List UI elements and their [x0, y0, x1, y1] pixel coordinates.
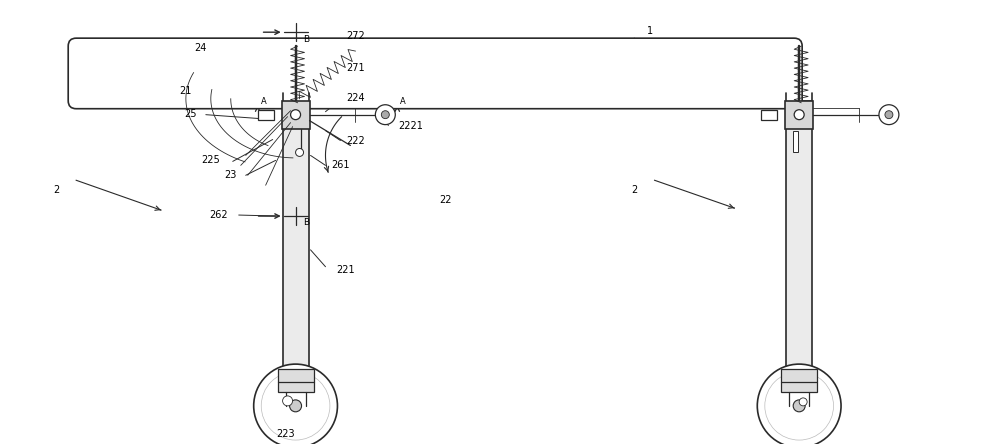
Bar	[282, 101, 310, 129]
Circle shape	[296, 149, 304, 156]
Circle shape	[765, 372, 834, 440]
Text: 261: 261	[331, 160, 350, 170]
Text: 2: 2	[632, 185, 638, 195]
Text: A: A	[400, 97, 406, 106]
Bar	[781, 369, 817, 392]
Text: 222: 222	[346, 136, 365, 146]
Text: 272: 272	[346, 31, 365, 41]
Bar	[785, 101, 813, 129]
Text: 24: 24	[195, 43, 207, 53]
Text: B: B	[304, 35, 310, 44]
Text: 2221: 2221	[398, 121, 423, 131]
Text: 221: 221	[336, 265, 355, 275]
Circle shape	[290, 400, 302, 412]
Circle shape	[793, 400, 805, 412]
Text: 223: 223	[276, 429, 295, 439]
Circle shape	[794, 110, 804, 120]
Text: 23: 23	[225, 170, 237, 180]
Text: 1: 1	[647, 26, 653, 36]
Circle shape	[757, 364, 841, 445]
Circle shape	[261, 372, 330, 440]
Text: 22: 22	[439, 195, 451, 205]
Text: 225: 225	[201, 155, 220, 166]
Circle shape	[381, 111, 389, 119]
FancyBboxPatch shape	[68, 38, 802, 109]
Circle shape	[291, 110, 301, 120]
Circle shape	[799, 398, 807, 406]
Bar	[278, 369, 314, 392]
Text: 2: 2	[53, 185, 59, 195]
Bar	[761, 110, 777, 120]
Circle shape	[879, 105, 899, 125]
Bar	[258, 110, 274, 120]
Circle shape	[254, 364, 337, 445]
Bar	[283, 101, 309, 369]
Circle shape	[885, 111, 893, 119]
Bar	[793, 130, 798, 153]
Bar	[786, 101, 812, 369]
Text: 25: 25	[185, 109, 197, 119]
Circle shape	[375, 105, 395, 125]
Text: 262: 262	[209, 210, 228, 220]
Text: 271: 271	[346, 63, 365, 73]
Text: 224: 224	[346, 93, 365, 103]
Text: B: B	[304, 218, 310, 227]
Text: A: A	[261, 97, 267, 106]
Circle shape	[283, 396, 293, 406]
Text: 21: 21	[180, 86, 192, 96]
